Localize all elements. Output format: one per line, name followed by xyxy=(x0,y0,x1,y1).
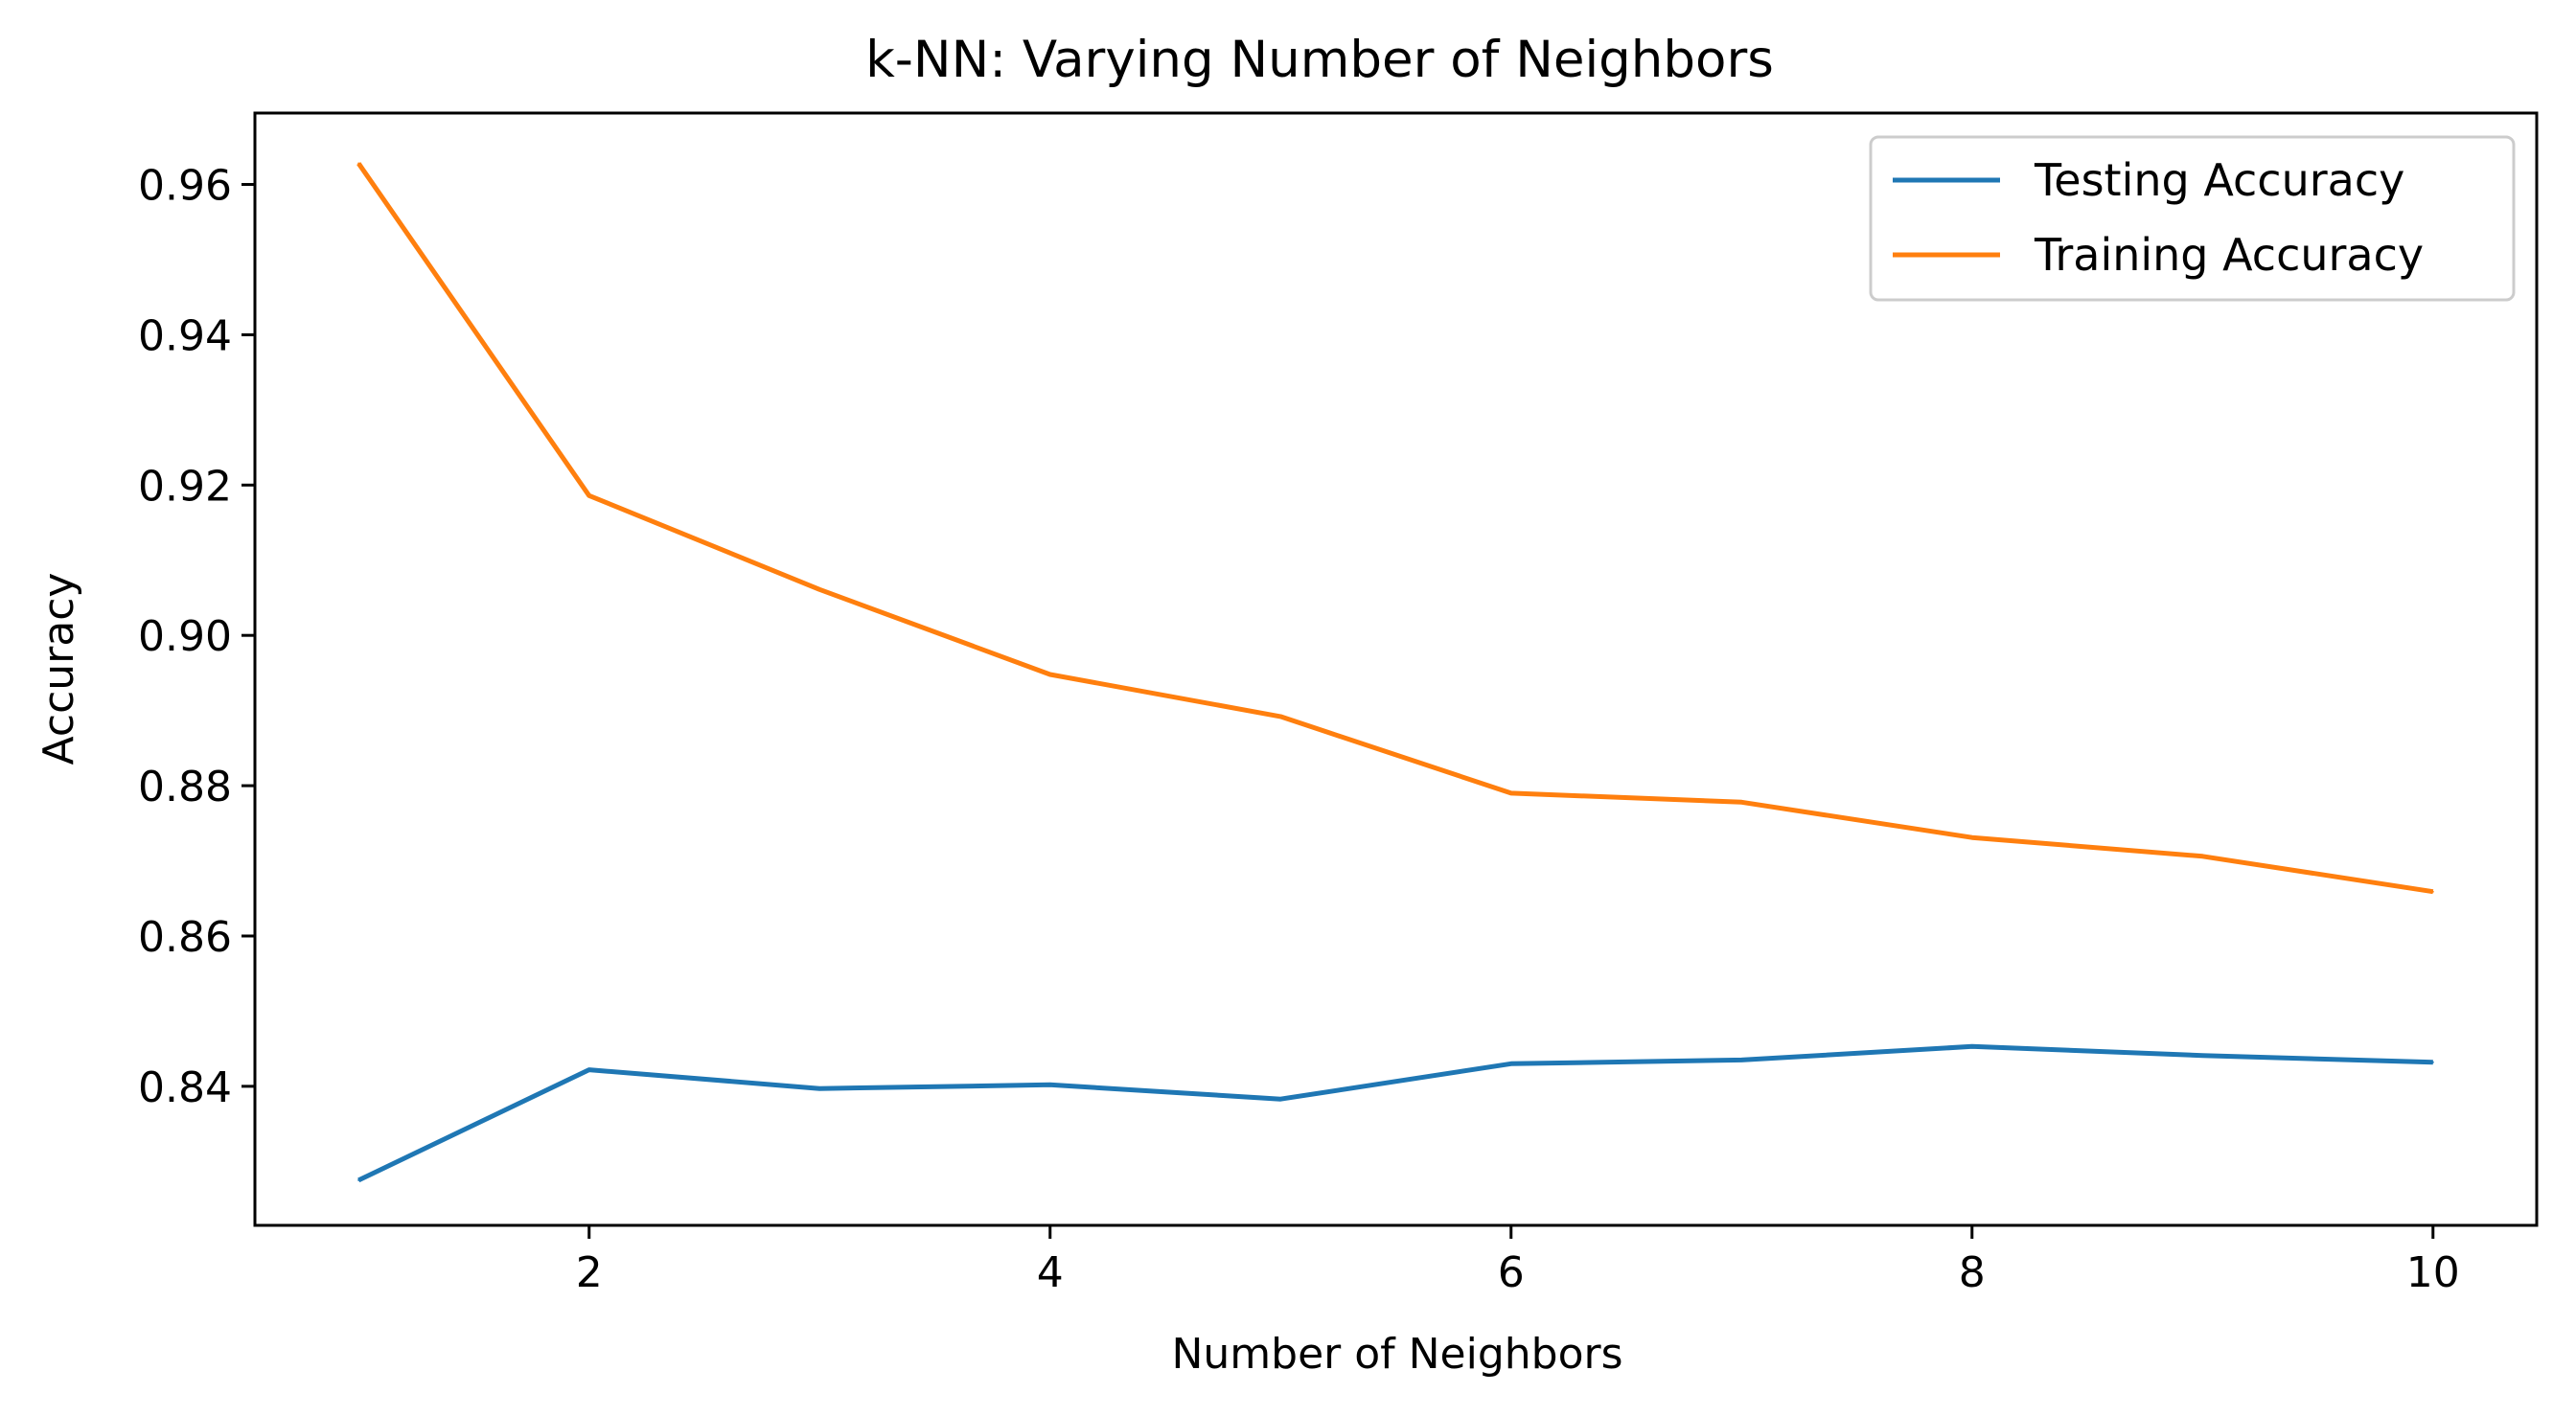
data-point xyxy=(818,588,821,591)
series-line-testing-accuracy xyxy=(357,1043,2433,1183)
data-point xyxy=(818,1087,821,1090)
data-point xyxy=(2431,1061,2434,1063)
x-axis-label: Number of Neighbors xyxy=(1171,1330,1622,1379)
y-tick-label: 0.84 xyxy=(138,1063,232,1112)
plot-area: 2 4 6 8 10 0.84 0.86 0.88 0.90 0.92 0.94 0.96 xyxy=(138,111,2539,1297)
data-point xyxy=(1509,791,1512,794)
series-line-training-accuracy xyxy=(356,162,2434,895)
data-point xyxy=(1048,673,1051,675)
y-tick-label: 0.94 xyxy=(138,311,232,360)
data-point xyxy=(1509,1062,1512,1065)
data-point xyxy=(357,1178,360,1181)
data-point xyxy=(1279,715,1282,718)
y-tick-label: 0.96 xyxy=(138,162,232,211)
legend-label-training: Training Accuracy xyxy=(2034,229,2424,281)
x-tick-label: 2 xyxy=(576,1248,603,1297)
data-point xyxy=(1740,801,1743,804)
data-point xyxy=(587,1068,590,1071)
data-point xyxy=(587,494,590,497)
series-layer xyxy=(356,162,2434,1183)
x-tick-label: 6 xyxy=(1498,1248,1525,1297)
y-tick-label: 0.88 xyxy=(138,763,232,811)
y-tick-label: 0.86 xyxy=(138,913,232,962)
y-tick-label: 0.90 xyxy=(138,612,232,661)
data-point xyxy=(357,162,360,165)
legend-label-testing: Testing Accuracy xyxy=(2034,154,2404,206)
y-axis-label: Accuracy xyxy=(34,573,83,765)
x-tick-label: 10 xyxy=(2406,1248,2460,1297)
x-tick-label: 8 xyxy=(1959,1248,1986,1297)
data-point xyxy=(1970,1045,1973,1048)
axes-frame xyxy=(253,111,2539,1227)
y-axis-ticks: 0.84 0.86 0.88 0.90 0.92 0.94 0.96 xyxy=(138,162,255,1112)
legend-box xyxy=(1869,135,2516,302)
data-point xyxy=(1048,1084,1051,1086)
legend: Testing Accuracy Training Accuracy xyxy=(1869,135,2516,302)
y-tick-label: 0.92 xyxy=(138,462,232,511)
x-tick-label: 4 xyxy=(1037,1248,1064,1297)
chart-title: k-NN: Varying Number of Neighbors xyxy=(865,31,1774,89)
data-point xyxy=(2431,890,2434,893)
data-point xyxy=(1970,836,1973,839)
data-point xyxy=(2201,855,2204,857)
data-point xyxy=(1740,1059,1743,1062)
x-axis-ticks: 2 4 6 8 10 xyxy=(576,1225,2460,1297)
data-point xyxy=(2201,1054,2204,1057)
data-point xyxy=(1279,1098,1282,1101)
